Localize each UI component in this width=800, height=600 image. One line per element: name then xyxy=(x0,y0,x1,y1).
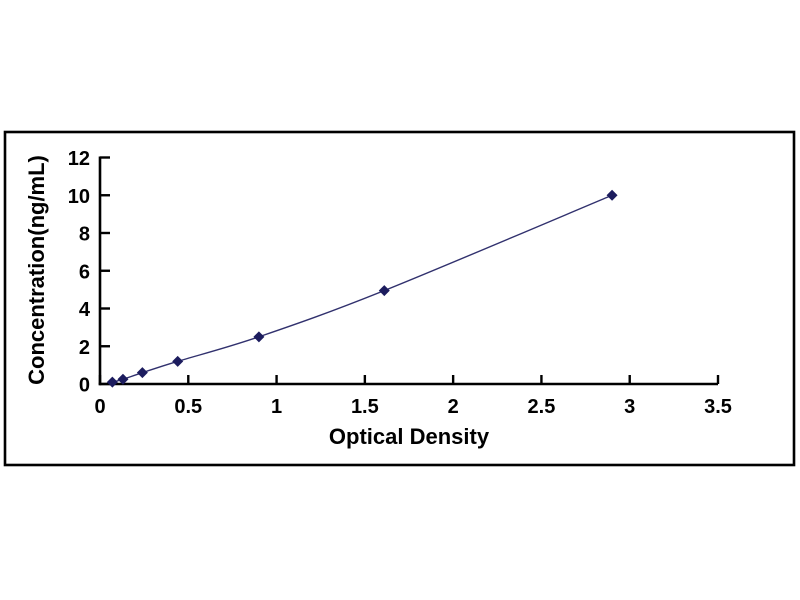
y-axis-label: Concentration(ng/mL) xyxy=(24,155,49,385)
y-tick-label: 12 xyxy=(68,148,90,170)
data-point-marker xyxy=(172,355,184,367)
y-tick-label: 8 xyxy=(79,224,90,246)
y-tick-label: 10 xyxy=(68,186,90,208)
x-tick-label: 2.5 xyxy=(528,396,556,418)
data-point-marker xyxy=(253,331,265,343)
x-axis-label: Optical Density xyxy=(329,424,490,449)
data-point-marker xyxy=(117,373,129,385)
chart-frame xyxy=(3,130,796,467)
y-tick-label: 6 xyxy=(79,261,90,283)
data-point-marker xyxy=(606,189,618,201)
x-tick-label: 0.5 xyxy=(174,396,202,418)
x-tick-label: 1 xyxy=(271,396,282,418)
x-tick-label: 3 xyxy=(624,396,635,418)
data-point-marker xyxy=(106,376,118,388)
y-tick-label: 4 xyxy=(79,299,91,321)
y-tick-label: 2 xyxy=(79,337,90,359)
data-point-marker xyxy=(136,367,148,379)
x-tick-label: 2 xyxy=(448,396,459,418)
x-tick-label: 3.5 xyxy=(704,396,732,418)
x-tick-label: 0 xyxy=(94,396,105,418)
x-tick-label: 1.5 xyxy=(351,396,379,418)
y-tick-label: 0 xyxy=(79,375,90,397)
data-point-marker xyxy=(378,285,390,297)
